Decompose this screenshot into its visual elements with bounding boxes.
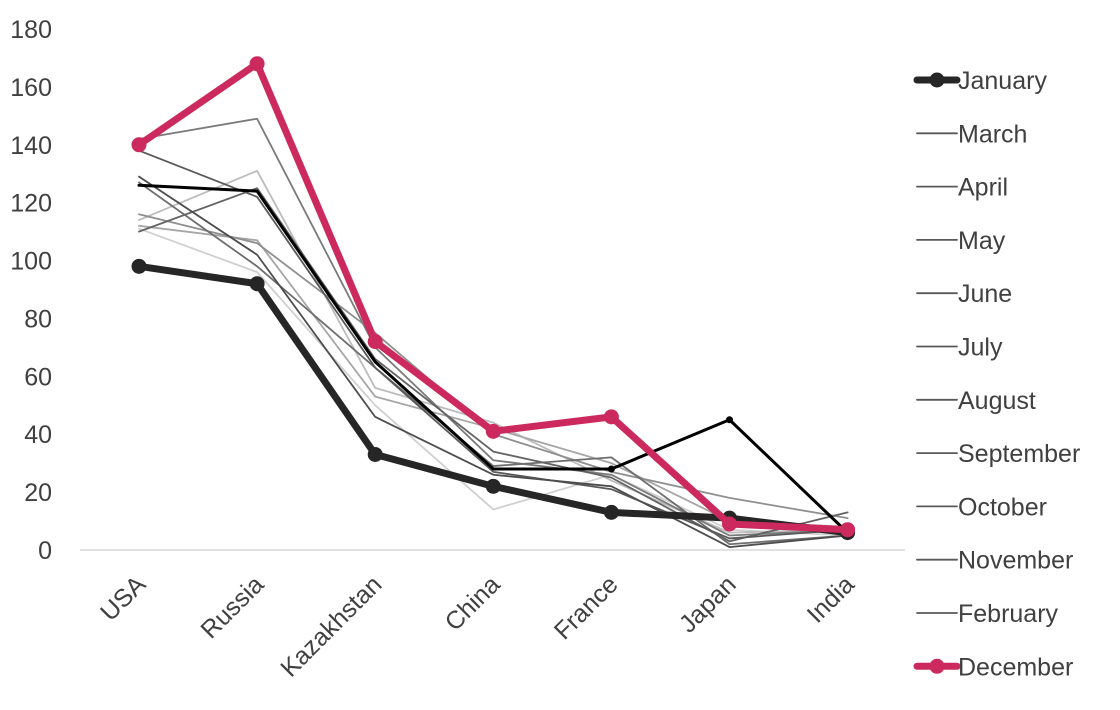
series-line	[138, 169, 849, 534]
legend-item: November	[916, 547, 1073, 575]
legend-item: July	[916, 334, 1003, 362]
legend-item: May	[916, 227, 1006, 255]
x-tick-label: France	[549, 570, 624, 645]
legend-item: June	[916, 280, 1012, 308]
data-point	[485, 478, 501, 494]
series-july	[138, 181, 849, 546]
legend-item: January	[913, 67, 1047, 95]
y-tick-label: 160	[10, 74, 52, 102]
legend-label: September	[958, 440, 1080, 468]
x-tick-label: India	[802, 570, 860, 628]
data-point	[607, 465, 615, 473]
legend-label: November	[958, 547, 1073, 575]
data-point	[131, 137, 147, 153]
x-tick-label: China	[440, 570, 506, 636]
legend-label: October	[958, 493, 1047, 521]
data-point	[603, 409, 619, 425]
data-point	[249, 276, 265, 292]
data-point	[485, 423, 501, 439]
legend-item: September	[916, 440, 1080, 468]
y-tick-label: 60	[24, 363, 52, 391]
series-april	[138, 175, 849, 549]
y-tick-label: 180	[10, 16, 52, 44]
series-line	[138, 175, 849, 549]
legend-marker	[929, 658, 945, 674]
y-tick-label: 20	[24, 479, 52, 507]
legend-item: February	[916, 600, 1059, 628]
legend-label: March	[958, 120, 1027, 148]
series-march	[137, 183, 850, 535]
y-tick-label: 0	[38, 537, 52, 565]
data-point	[249, 56, 265, 72]
series-june	[138, 187, 849, 543]
legend-label: May	[958, 227, 1006, 255]
y-tick-label: 140	[10, 132, 52, 160]
series-line	[138, 187, 849, 543]
series-december	[131, 56, 856, 538]
data-point	[131, 258, 147, 274]
data-point	[367, 334, 383, 350]
series-line	[138, 181, 849, 546]
axis-layer: 0 20 40 60 80 100 120 140 160 180 USA Russia Kazakhs…	[10, 16, 905, 683]
series-line	[138, 117, 849, 537]
legend: January March April May June July August Septem…	[913, 67, 1080, 681]
data-point	[603, 504, 619, 520]
x-tick-label: Japan	[674, 570, 742, 638]
legend-label: August	[958, 387, 1036, 415]
series-november	[138, 169, 849, 534]
series-layer	[131, 56, 856, 549]
series-january	[131, 258, 856, 541]
data-point	[722, 516, 737, 532]
data-point	[367, 446, 383, 462]
x-tick-label: Russia	[196, 570, 270, 644]
y-tick-label: 40	[24, 421, 52, 449]
series-august	[138, 117, 849, 537]
legend-label: December	[958, 653, 1073, 681]
legend-label: February	[958, 600, 1059, 628]
legend-label: January	[958, 67, 1047, 95]
y-tick-label: 120	[10, 190, 52, 218]
series-line	[138, 149, 849, 540]
legend-item: December	[913, 653, 1073, 681]
legend-item: August	[916, 387, 1036, 415]
legend-item: March	[916, 120, 1027, 148]
data-point	[840, 522, 856, 538]
legend-item: April	[916, 174, 1008, 202]
y-tick-label: 80	[24, 305, 52, 333]
x-tick-label: Kazakhstan	[275, 570, 387, 682]
y-tick-label: 100	[10, 248, 52, 276]
legend-label: July	[958, 334, 1003, 362]
legend-label: June	[958, 280, 1012, 308]
data-point	[726, 416, 733, 424]
legend-marker	[929, 72, 945, 88]
series-may	[138, 149, 849, 540]
legend-label: April	[958, 174, 1008, 202]
x-tick-label: USA	[95, 570, 151, 626]
legend-item: October	[916, 493, 1047, 521]
